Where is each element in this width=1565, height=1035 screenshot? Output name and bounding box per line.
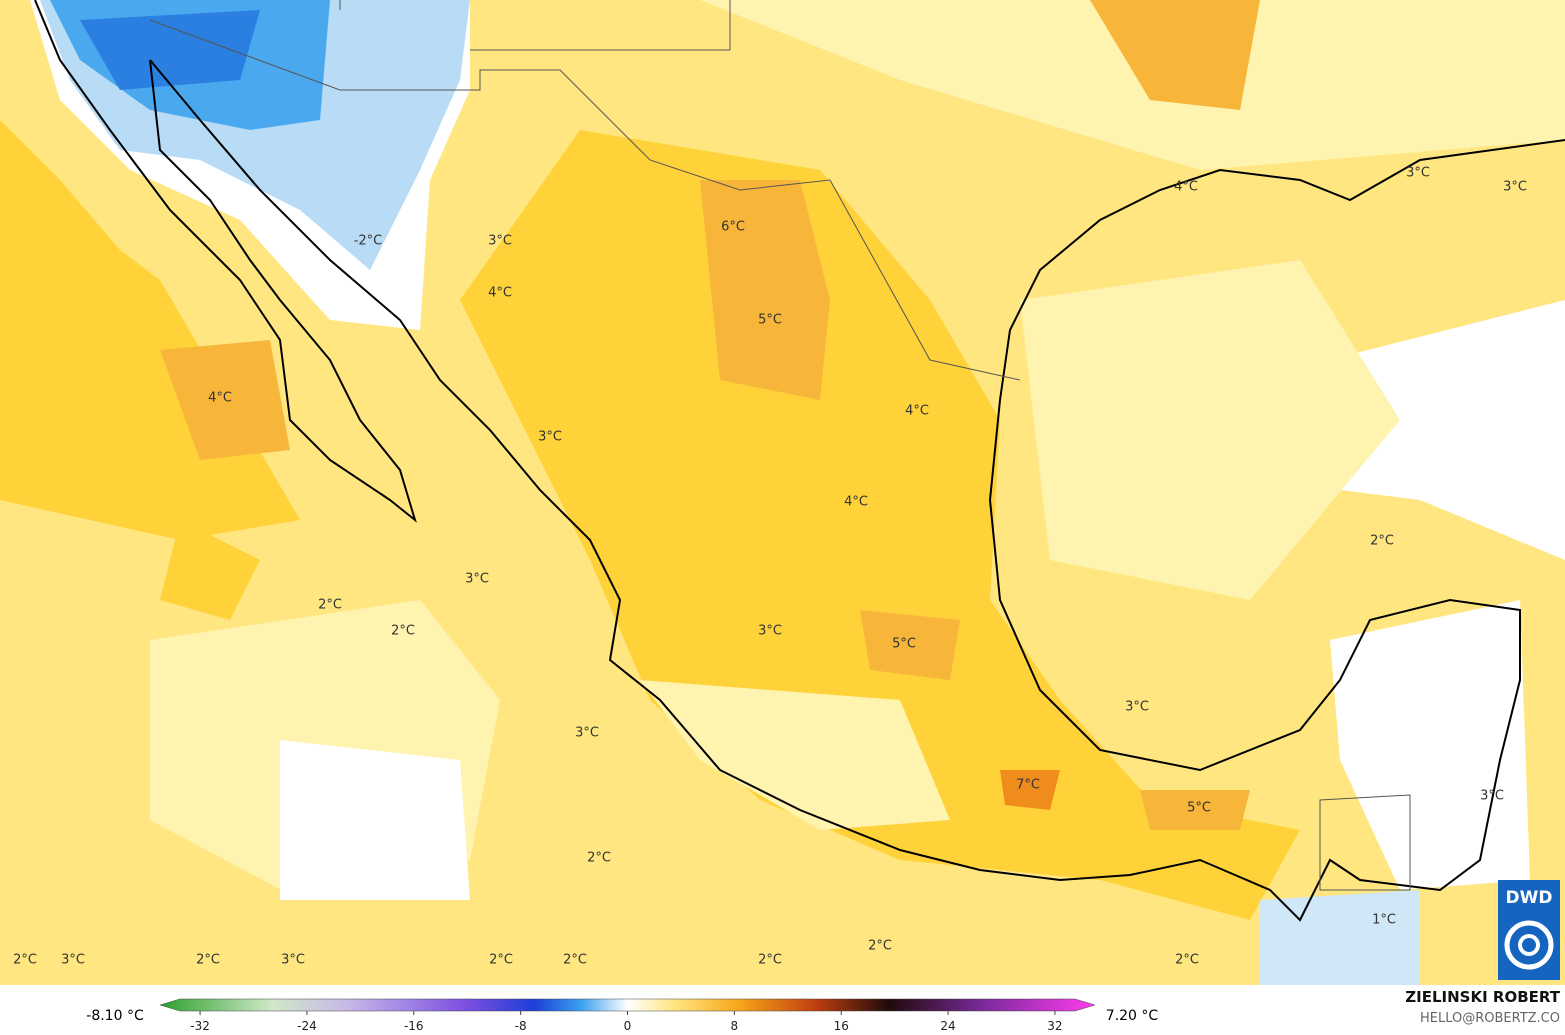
contour-label: 3°C — [1480, 789, 1504, 804]
contour-label: 2°C — [758, 953, 782, 968]
dwd-logo: DWD — [1498, 880, 1560, 980]
contour-label: 7°C — [1016, 778, 1040, 793]
contour-label: 3°C — [538, 430, 562, 445]
contour-label: 3°C — [281, 953, 305, 968]
author: ZIELINSKI ROBERT — [1405, 988, 1560, 1006]
colorbar-strip — [159, 998, 1096, 1012]
max-label: 7.20 °C — [1106, 1008, 1159, 1024]
contour-label: 4°C — [1174, 180, 1198, 195]
contour-label: 1°C — [1372, 913, 1396, 928]
coastlines — [34, 0, 1565, 922]
contour-label: 2°C — [489, 953, 513, 968]
contour-label: 5°C — [892, 637, 916, 652]
contour-label: 4°C — [844, 495, 868, 510]
contour-label: 5°C — [758, 313, 782, 328]
contour-label: 3°C — [1125, 700, 1149, 715]
contour-label: 4°C — [905, 404, 929, 419]
contour-label: 2°C — [1370, 534, 1394, 549]
contour-label: 2°C — [318, 598, 342, 613]
contour-label: 3°C — [61, 953, 85, 968]
contour-label: 6°C — [721, 220, 745, 235]
colorbar-tick-label: 32 — [1047, 1019, 1062, 1033]
contour-label: 2°C — [563, 953, 587, 968]
contour-label: 2°C — [1175, 953, 1199, 968]
contour-label: 3°C — [465, 572, 489, 587]
colorbar-tick-label: -24 — [297, 1019, 317, 1033]
logo-text: DWD — [1506, 888, 1553, 908]
contour-labels: -2°C 3°C 4°C 4°C 6°C 5°C 4°C 4°C 3°C 4°C 3°C 3°C 2°C… — [13, 166, 1527, 968]
colorbar: -8.10 °C 7.20 °C -32 -24 -16 -8 0 8 16 24 32 — [86, 998, 1159, 1033]
borders — [149, 0, 1411, 891]
contour-label: 3°C — [488, 234, 512, 249]
min-label: -8.10 °C — [86, 1008, 144, 1024]
colorbar-tick-label: 8 — [731, 1019, 739, 1033]
temperature-field — [0, 0, 1565, 985]
contour-label: 2°C — [391, 624, 415, 639]
colorbar-tick-label: 16 — [834, 1019, 849, 1033]
colorbar-tick-label: 0 — [624, 1019, 632, 1033]
contour-label: 4°C — [208, 391, 232, 406]
contour-label: 3°C — [758, 624, 782, 639]
contour-label: 2°C — [587, 851, 611, 866]
colorbar-tick-label: -32 — [190, 1019, 210, 1033]
contact: HELLO@ROBERTZ.CO — [1420, 1011, 1560, 1026]
contour-label: -2°C — [354, 234, 383, 249]
contour-label: 3°C — [1503, 180, 1527, 195]
colorbar-tick-label: 24 — [940, 1019, 955, 1033]
contour-label: 4°C — [488, 286, 512, 301]
colorbar-tick-label: -16 — [404, 1019, 424, 1033]
colorbar-tick-label: -8 — [515, 1019, 527, 1033]
contour-label: 3°C — [1406, 166, 1430, 181]
contour-label: 2°C — [13, 953, 37, 968]
contour-label: 3°C — [575, 726, 599, 741]
contour-label: 2°C — [196, 953, 220, 968]
contour-label: 2°C — [868, 939, 892, 954]
contour-label: 5°C — [1187, 801, 1211, 816]
